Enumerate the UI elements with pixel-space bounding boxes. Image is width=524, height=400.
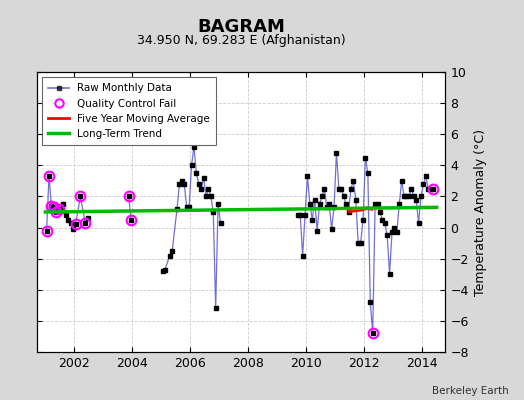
Y-axis label: Temperature Anomaly (°C): Temperature Anomaly (°C) bbox=[474, 128, 487, 296]
Text: 34.950 N, 69.283 E (Afghanistan): 34.950 N, 69.283 E (Afghanistan) bbox=[137, 34, 345, 47]
Text: BAGRAM: BAGRAM bbox=[197, 18, 285, 36]
Text: Berkeley Earth: Berkeley Earth bbox=[432, 386, 508, 396]
Legend: Raw Monthly Data, Quality Control Fail, Five Year Moving Average, Long-Term Tren: Raw Monthly Data, Quality Control Fail, … bbox=[42, 77, 216, 145]
